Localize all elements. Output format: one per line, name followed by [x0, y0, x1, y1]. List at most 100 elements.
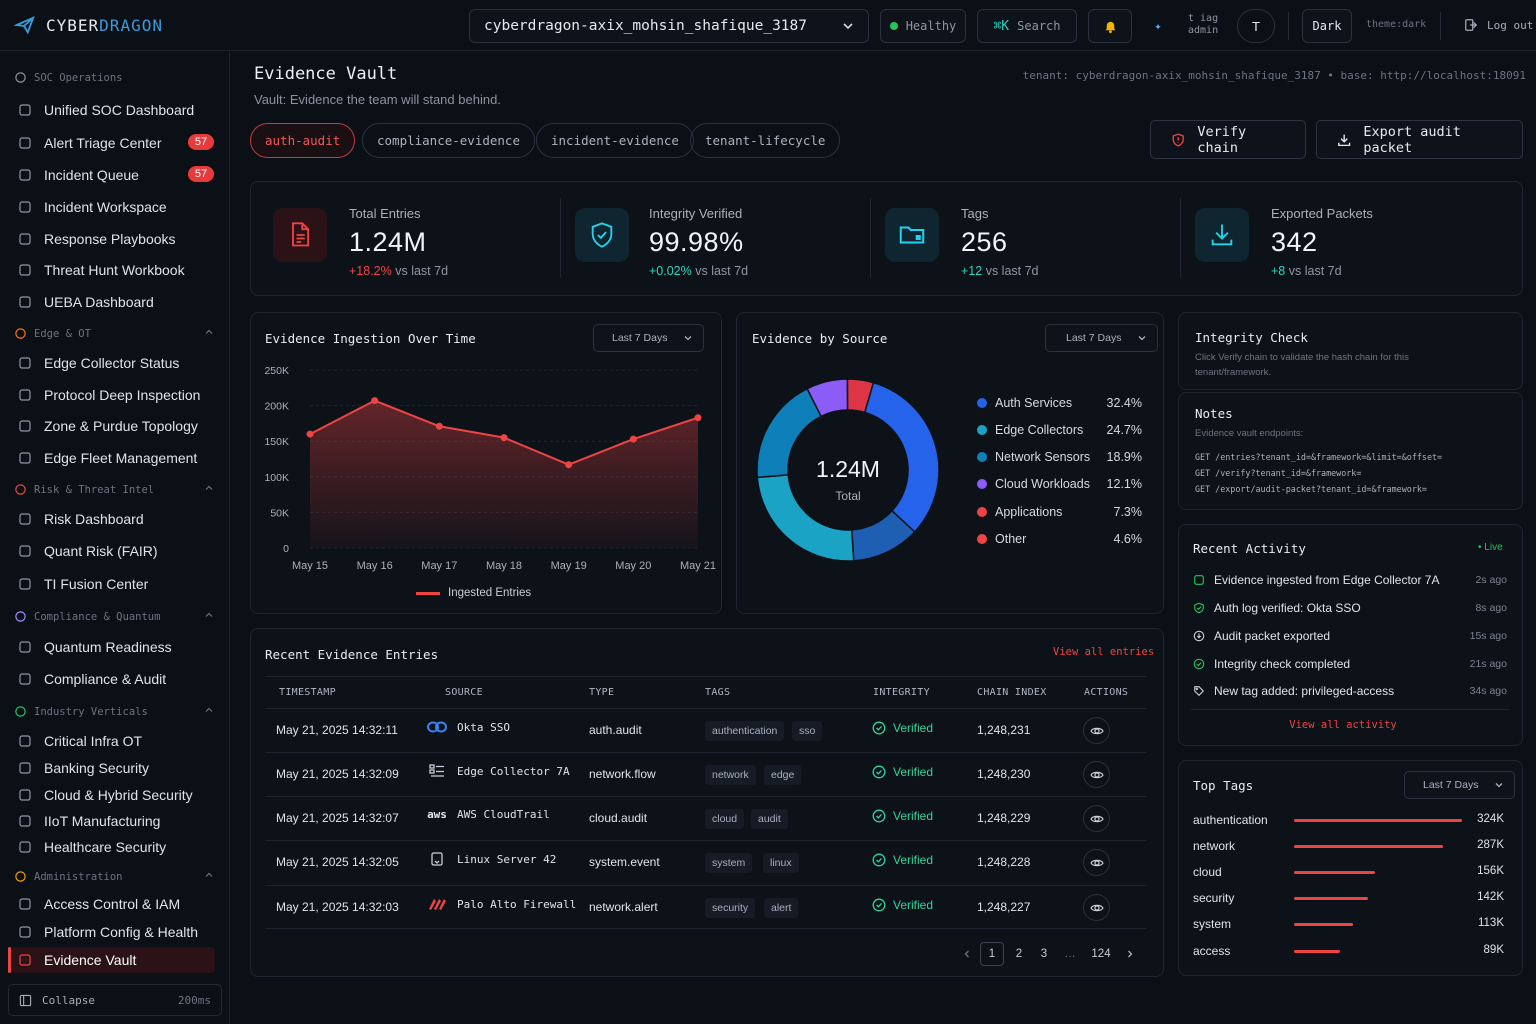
pagination-page[interactable]: 2	[1015, 948, 1023, 960]
sidebar-item-zone-purdue-topology[interactable]: Zone & Purdue Topology	[8, 413, 215, 439]
theme-toggle[interactable]: Dark	[1302, 9, 1352, 43]
tab-compliance-evidence[interactable]: compliance-evidence	[362, 123, 535, 158]
ai-assist-button[interactable]: ✦	[1143, 9, 1173, 43]
export-audit-packet-button[interactable]: Export audit packet	[1316, 120, 1523, 159]
tag-chip[interactable]: audit	[751, 809, 788, 829]
column-header-chain-index[interactable]: CHAIN INDEX	[977, 687, 1047, 698]
tag-row[interactable]: cloud 156K	[1193, 865, 1504, 881]
activity-item[interactable]: Integrity check completed 21s ago	[1193, 657, 1507, 671]
tag-chip[interactable]: edge	[764, 765, 802, 785]
sidebar-item-quant-risk-fair[interactable]: Quant Risk (FAIR)	[8, 538, 215, 564]
donut-slice[interactable]	[863, 381, 940, 533]
view-entry-button[interactable]	[1083, 717, 1110, 744]
tab-tenant-lifecycle[interactable]: tenant-lifecycle	[690, 123, 841, 158]
sidebar-item-incident-workspace[interactable]: Incident Workspace	[8, 194, 215, 220]
tag-row[interactable]: network 287K	[1193, 839, 1504, 855]
top-tags-range-select[interactable]: Last 7 Days	[1404, 771, 1516, 799]
sidebar-section-comp[interactable]: Compliance & Quantum	[14, 610, 214, 623]
tag-row[interactable]: access 89K	[1193, 944, 1504, 960]
sidebar-item-compliance-audit[interactable]: Compliance & Audit	[8, 666, 215, 692]
pagination-prev-button[interactable]	[955, 942, 979, 966]
sidebar-item-critical-infra-ot[interactable]: Critical Infra OT	[8, 728, 215, 754]
activity-item[interactable]: Evidence ingested from Edge Collector 7A…	[1193, 573, 1507, 587]
sidebar-section-edge[interactable]: Edge & OT	[14, 327, 214, 340]
tag-row[interactable]: security 142K	[1193, 891, 1504, 907]
collapse-button[interactable]: Collapse 200ms	[8, 984, 222, 1016]
sidebar-section-risk[interactable]: Risk & Threat Intel	[14, 483, 214, 496]
avatar[interactable]: T	[1237, 9, 1275, 43]
column-header-integrity[interactable]: INTEGRITY	[873, 687, 930, 698]
tag-row[interactable]: system 113K	[1193, 917, 1504, 933]
tab-auth-audit[interactable]: auth-audit	[250, 123, 356, 158]
tag-chip[interactable]: sso	[792, 721, 823, 741]
sidebar-item-healthcare-security[interactable]: Healthcare Security	[8, 834, 215, 860]
notifications-button[interactable]	[1088, 9, 1132, 43]
pagination-page[interactable]: 1	[980, 942, 1004, 966]
activity-item[interactable]: New tag added: privileged-access 34s ago	[1193, 684, 1507, 698]
logout-button[interactable]: Log out	[1464, 18, 1533, 32]
sidebar-item-unified-soc-dashboard[interactable]: Unified SOC Dashboard	[8, 97, 215, 123]
pagination-page[interactable]: 3	[1040, 948, 1048, 960]
data-point[interactable]	[500, 434, 508, 442]
activity-item[interactable]: Audit packet exported 15s ago	[1193, 629, 1507, 643]
sidebar-item-protocol-deep-inspection[interactable]: Protocol Deep Inspection	[8, 382, 215, 408]
table-row[interactable]: May 21, 2025 14:32:03 Palo Alto Firewall n…	[265, 885, 1147, 929]
sidebar-item-cloud-hybrid-security[interactable]: Cloud & Hybrid Security	[8, 782, 215, 808]
pagination-page[interactable]: 124	[1091, 948, 1111, 960]
health-status[interactable]: Healthy	[880, 9, 966, 43]
data-point[interactable]	[371, 397, 379, 405]
sidebar-item-iiot-manufacturing[interactable]: IIoT Manufacturing	[8, 808, 215, 834]
sidebar-item-quantum-readiness[interactable]: Quantum Readiness	[8, 634, 215, 660]
data-point[interactable]	[306, 430, 314, 438]
sidebar-item-evidence-vault[interactable]: Evidence Vault	[8, 947, 215, 973]
tag-row[interactable]: authentication 324K	[1193, 813, 1504, 829]
donut-slice[interactable]	[846, 378, 875, 414]
table-row[interactable]: May 21, 2025 14:32:11 Okta SSO auth.audit a…	[265, 708, 1147, 752]
tag-chip[interactable]: linux	[763, 853, 799, 873]
verify-chain-button[interactable]: Verify chain	[1150, 120, 1306, 159]
view-all-entries-link[interactable]: View all entries	[1053, 646, 1155, 658]
search-button[interactable]: ⌘K Search	[977, 9, 1077, 43]
pagination-next-button[interactable]	[1118, 942, 1142, 966]
data-point[interactable]	[565, 461, 573, 469]
activity-item[interactable]: Auth log verified: Okta SSO 8s ago	[1193, 601, 1507, 615]
sidebar-item-access-control-iam[interactable]: Access Control & IAM	[8, 891, 215, 917]
tag-chip[interactable]: security	[705, 898, 756, 918]
tag-chip[interactable]: network	[705, 765, 756, 785]
tag-chip[interactable]: system	[705, 853, 753, 873]
sidebar-item-risk-dashboard[interactable]: Risk Dashboard	[8, 506, 215, 532]
view-entry-button[interactable]	[1083, 894, 1110, 921]
column-header-source[interactable]: SOURCE	[445, 687, 483, 698]
sidebar-item-incident-queue[interactable]: Incident Queue 57	[8, 162, 215, 188]
sidebar-item-platform-config-health[interactable]: Platform Config & Health	[8, 919, 215, 945]
column-header-type[interactable]: TYPE	[589, 687, 615, 698]
sidebar-section-ind[interactable]: Industry Verticals	[14, 705, 214, 718]
sidebar-item-ueba-dashboard[interactable]: UEBA Dashboard	[8, 289, 215, 315]
sidebar-item-ti-fusion-center[interactable]: TI Fusion Center	[8, 571, 215, 597]
tenant-select[interactable]: cyberdragon-axix_mohsin_shafique_3187	[469, 9, 869, 43]
tag-chip[interactable]: alert	[764, 898, 799, 918]
table-row[interactable]: May 21, 2025 14:32:09 Edge Collector 7A ne…	[265, 752, 1147, 796]
view-entry-button[interactable]	[1083, 761, 1110, 788]
view-entry-button[interactable]	[1083, 805, 1110, 832]
sidebar-item-edge-fleet-management[interactable]: Edge Fleet Management	[8, 445, 215, 471]
view-entry-button[interactable]	[1083, 849, 1110, 876]
sidebar-section-admin[interactable]: Administration	[14, 870, 214, 883]
donut-slice[interactable]	[756, 474, 855, 562]
sidebar-item-banking-security[interactable]: Banking Security	[8, 755, 215, 781]
data-point[interactable]	[629, 435, 637, 443]
tag-chip[interactable]: cloud	[705, 809, 745, 829]
brand-logo[interactable]: CYBERDRAGON	[14, 14, 163, 36]
table-row[interactable]: May 21, 2025 14:32:07 aws AWS CloudTrail cl…	[265, 796, 1147, 840]
column-header-tags[interactable]: TAGS	[705, 687, 731, 698]
column-header-timestamp[interactable]: TIMESTAMP	[279, 687, 336, 698]
ingestion-range-select[interactable]: Last 7 Days	[593, 324, 705, 352]
tag-chip[interactable]: authentication	[705, 721, 785, 741]
data-point[interactable]	[694, 414, 702, 422]
sidebar-section-soc[interactable]: SOC Operations	[14, 71, 214, 84]
table-row[interactable]: May 21, 2025 14:32:05 Linux Server 42 syst…	[265, 840, 1147, 884]
sidebar-item-edge-collector-status[interactable]: Edge Collector Status	[8, 350, 215, 376]
view-all-activity-link[interactable]: View all activity	[1289, 719, 1397, 731]
data-point[interactable]	[435, 422, 443, 430]
tab-incident-evidence[interactable]: incident-evidence	[536, 123, 694, 158]
